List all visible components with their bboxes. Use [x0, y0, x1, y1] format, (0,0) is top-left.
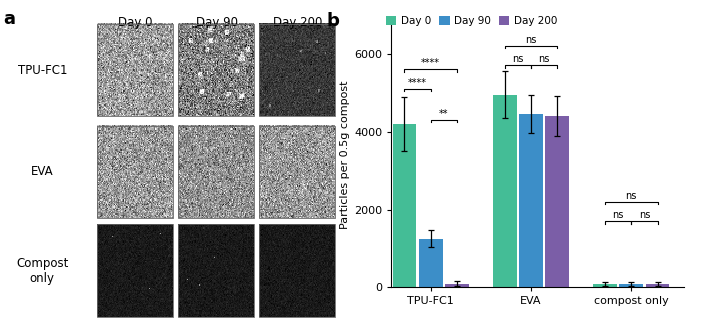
Text: Compost
only: Compost only	[16, 256, 68, 285]
Bar	[646, 284, 670, 287]
Text: ns: ns	[639, 210, 650, 220]
Text: ns: ns	[613, 210, 624, 220]
Bar	[620, 284, 643, 287]
Text: ns: ns	[625, 191, 637, 201]
Bar	[97, 24, 173, 116]
Text: b: b	[327, 12, 340, 30]
Bar	[519, 114, 543, 287]
Y-axis label: Particles per 0.5g compost: Particles per 0.5g compost	[340, 81, 350, 229]
Bar	[445, 284, 469, 287]
Bar	[493, 95, 517, 287]
Bar	[178, 24, 254, 116]
Bar	[393, 124, 416, 287]
Text: ns: ns	[525, 35, 537, 45]
Text: ns: ns	[512, 54, 524, 64]
Text: ****: ****	[421, 58, 440, 68]
Text: Day 0: Day 0	[118, 16, 153, 29]
Text: ****: ****	[408, 78, 427, 88]
Text: ns: ns	[539, 54, 550, 64]
Bar	[97, 224, 173, 317]
Text: EVA: EVA	[31, 165, 54, 179]
Bar	[419, 239, 443, 287]
Text: a: a	[4, 10, 16, 28]
Text: **: **	[439, 109, 448, 119]
Bar	[593, 284, 617, 287]
Bar	[97, 126, 173, 218]
Bar	[546, 116, 569, 287]
Bar	[259, 126, 335, 218]
Bar	[178, 224, 254, 317]
Legend: Day 0, Day 90, Day 200: Day 0, Day 90, Day 200	[382, 12, 561, 30]
Text: Day 90: Day 90	[196, 16, 238, 29]
Text: TPU-FC1: TPU-FC1	[18, 64, 67, 77]
Text: Day 200: Day 200	[273, 16, 323, 29]
Bar	[259, 24, 335, 116]
Bar	[259, 224, 335, 317]
Bar	[178, 126, 254, 218]
